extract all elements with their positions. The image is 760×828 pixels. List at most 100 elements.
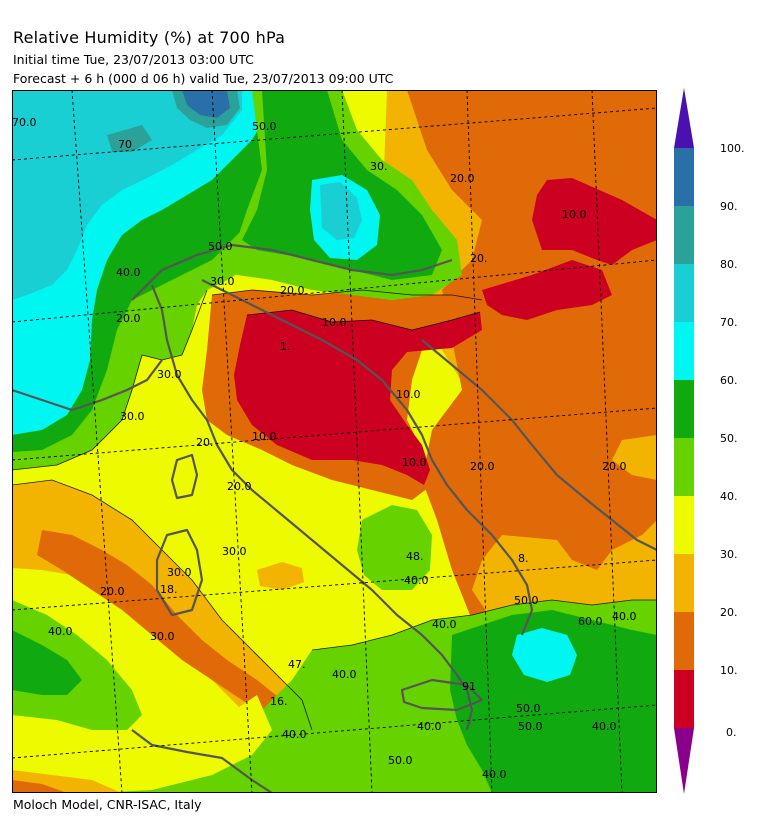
field-0-10-east (482, 178, 657, 320)
field-40-50-adriatic (357, 505, 432, 590)
contour-label: 30.0 (157, 368, 182, 381)
alps-border (131, 243, 453, 301)
contour-label: 60.0 (578, 615, 603, 628)
color-scale: 100. 90. 80. 70. 60. 50. 40. 30. 20. 10.… (674, 88, 745, 794)
contour-label: 18. (160, 583, 178, 596)
scale-band (674, 670, 694, 728)
contour-label-group: 70.0 70 50.0 50.0 40.0 30.0 30. 20.0 20.… (12, 116, 637, 781)
coastlines (12, 243, 657, 793)
scale-tick-label: 40. (720, 490, 738, 503)
contour-label: 30.0 (210, 275, 235, 288)
scale-band (674, 380, 694, 438)
contour-label: 40.0 (48, 625, 73, 638)
contour-label: 10.0 (322, 316, 347, 329)
contour-label: 20.0 (450, 172, 475, 185)
contour-label: 40.0 (332, 668, 357, 681)
scale-band (674, 554, 694, 612)
scale-tick-label: 80. (720, 258, 738, 271)
scale-over-arrow (674, 88, 694, 148)
contour-label: 8. (518, 552, 529, 565)
humidity-map: 70.0 70 50.0 50.0 40.0 30.0 30. 20.0 20.… (12, 90, 657, 793)
contour-label: 20.0 (100, 585, 125, 598)
france-coast (12, 359, 163, 412)
africa-coast (131, 729, 273, 793)
scale-tick-label: 90. (720, 200, 738, 213)
contour-label: 50.0 (514, 594, 539, 607)
contour-label: 40.0 (432, 618, 457, 631)
contour-label: 40.0 (592, 720, 617, 733)
scale-band (674, 322, 694, 380)
field-10-20-south (12, 780, 67, 793)
contour-label: 30.0 (222, 545, 247, 558)
contour-label: 50.0 (208, 240, 233, 253)
field-10-20-west (37, 530, 297, 730)
scale-tick-label: 20. (720, 606, 738, 619)
scale-band (674, 612, 694, 670)
scale-band (674, 438, 694, 496)
contour-label: 48. (406, 550, 424, 563)
scale-band (674, 148, 694, 206)
scale-tick-label: 0. (726, 726, 737, 739)
scale-band (674, 206, 694, 264)
contour-label: 1. (280, 340, 291, 353)
contour-label: 10.0 (252, 430, 277, 443)
contour-label: 40.0 (612, 610, 637, 623)
contour-label: 70.0 (12, 116, 37, 129)
field-70-80-nw (12, 90, 242, 300)
balkan-coast (421, 339, 657, 551)
scale-tick-labels: 100. 90. 80. 70. 60. 50. 40. 30. 20. 10.… (720, 142, 745, 739)
contour-label: 50.0 (252, 120, 277, 133)
contour-label: 40.0 (417, 720, 442, 733)
contour-label: 10.0 (562, 208, 587, 221)
model-credit: Moloch Model, CNR-ISAC, Italy (13, 797, 202, 812)
contour-label: 20.0 (227, 480, 252, 493)
contour-label: 50.0 (516, 702, 541, 715)
scale-tick-label: 30. (720, 548, 738, 561)
contour-label: 20.0 (116, 312, 141, 325)
contour-label: 30. (370, 160, 388, 173)
forecast-info: Forecast + 6 h (000 d 06 h) valid Tue, 2… (13, 71, 394, 86)
contour-label: 30.0 (167, 566, 192, 579)
contour-label: 70 (118, 138, 132, 151)
contour-label: 20. (196, 436, 214, 449)
corsica (170, 453, 199, 500)
initial-time: Initial time Tue, 23/07/2013 03:00 UTC (13, 52, 254, 67)
italy-coast-east (201, 279, 534, 636)
contour-label: 40.0 (404, 574, 429, 587)
field-20-30-corsica-blob (257, 562, 304, 590)
contour-label: 10.0 (396, 388, 421, 401)
contour-label: 20. (470, 252, 488, 265)
contour-label: 20.0 (470, 460, 495, 473)
contour-label: 10.0 (402, 456, 427, 469)
contour-label: 50.0 (388, 754, 413, 767)
scale-band (674, 264, 694, 322)
italy-coast-west (150, 284, 474, 731)
field-30-40-south-strip (12, 695, 272, 793)
field-50-60-south (450, 610, 657, 793)
scale-under-arrow (674, 728, 694, 794)
field-70-80-alps (320, 182, 362, 240)
contour-label: 20.0 (280, 284, 305, 297)
contour-label: 40.0 (282, 728, 307, 741)
contour-label: 30.0 (150, 630, 175, 643)
field-90-100-nw (182, 90, 230, 118)
scale-tick-label: 60. (720, 374, 738, 387)
contour-label: 16. (270, 695, 288, 708)
scale-tick-label: 50. (720, 432, 738, 445)
field-50-60-sw (12, 630, 82, 695)
field-40-50-sw (12, 600, 142, 730)
scale-tick-label: 70. (720, 316, 738, 329)
sicily (400, 678, 484, 712)
scale-band (674, 496, 694, 554)
contour-label: 20.0 (602, 460, 627, 473)
contour-lines (12, 289, 657, 731)
scale-bands (674, 148, 694, 728)
contour-label: 50.0 (518, 720, 543, 733)
map-title: Relative Humidity (%) at 700 hPa (13, 28, 286, 47)
scale-tick-label: 10. (720, 664, 738, 677)
contour-label: 47. (288, 658, 306, 671)
sardinia (155, 528, 204, 617)
field-0-10-central (234, 310, 482, 485)
scale-tick-label: 100. (720, 142, 745, 155)
contour-label: 91 (462, 680, 476, 693)
